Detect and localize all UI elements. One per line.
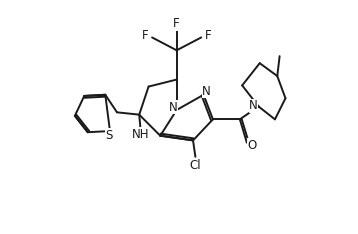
Text: Cl: Cl (190, 159, 201, 172)
Text: S: S (105, 129, 112, 142)
Text: NH: NH (132, 128, 149, 141)
Text: F: F (142, 29, 148, 42)
Text: N: N (202, 85, 211, 98)
Text: F: F (173, 17, 180, 30)
Text: N: N (169, 101, 178, 114)
Text: N: N (249, 99, 258, 112)
Text: F: F (205, 29, 212, 42)
Text: O: O (247, 139, 257, 152)
